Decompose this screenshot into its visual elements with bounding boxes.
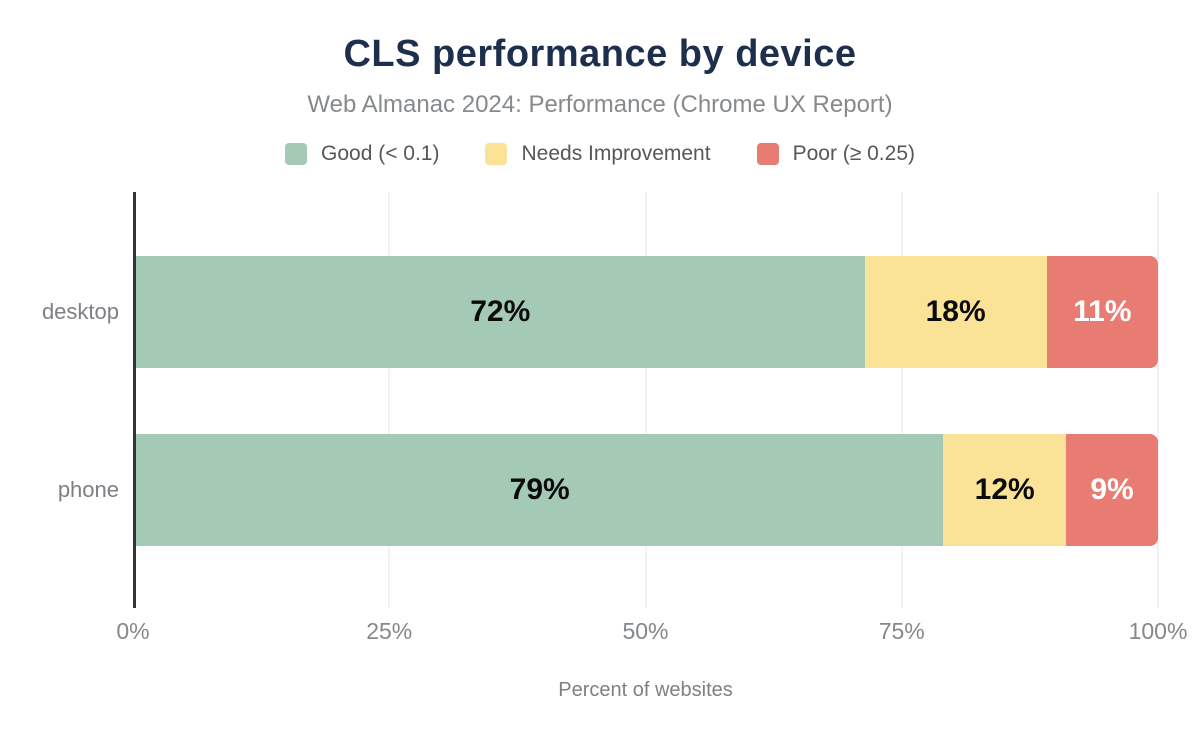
bar-row-desktop: 72% 18% 11% [136, 256, 1158, 368]
bar-value-label: 18% [925, 295, 986, 328]
legend-item-poor-0-25: Poor (≥ 0.25) [756, 142, 915, 166]
x-axis-title: Percent of websites [558, 679, 733, 701]
legend-swatch-icon [756, 143, 779, 165]
x-tick-label-100: 100% [1128, 618, 1188, 644]
category-label-phone: phone [57, 477, 119, 502]
legend-item-good-0-1: Good (< 0.1) [285, 142, 439, 166]
gridline-100% [1157, 192, 1159, 608]
bar-row-phone: 79% 12% 9% [136, 434, 1158, 546]
gridline-25% [388, 192, 391, 608]
chart-legend: Good (< 0.1) Needs Improvement Poor (≥ 0.2… [0, 142, 1200, 166]
legend-label: Poor (≥ 0.25) [792, 142, 915, 165]
bar-segment-desktop-needs-improvement: 18% [864, 256, 1047, 368]
legend-item-needs-improvement: Needs Improvement [485, 142, 711, 166]
x-tick-label-50: 50% [622, 618, 669, 644]
category-label-desktop: desktop [41, 299, 119, 324]
chart-subtitle: Web Almanac 2024: Performance (Chrome UX… [307, 91, 893, 118]
bar-segment-desktop-poor-0-25: 11% [1046, 256, 1158, 368]
legend-label: Good (< 0.1) [321, 142, 440, 165]
legend-label: Needs Improvement [521, 142, 711, 165]
bar-segment-desktop-good-0-1: 72% [136, 256, 865, 368]
gridline-50% [644, 192, 647, 608]
y-axis-line [133, 192, 136, 608]
bar-value-label: 12% [974, 473, 1035, 506]
gridline-75% [900, 192, 903, 608]
plot-area: 72% 18% 11% 79% 12% 9% [133, 192, 1159, 608]
x-tick-label-0: 0% [116, 618, 150, 644]
x-tick-label-75: 75% [878, 618, 925, 644]
bar-value-label: 11% [1073, 295, 1132, 328]
chart-title: CLS performance by device [343, 33, 857, 75]
bar-value-label: 79% [509, 473, 570, 506]
bar-segment-phone-good-0-1: 79% [136, 434, 944, 546]
legend-swatch-icon [485, 143, 508, 165]
bar-value-label: 72% [470, 295, 531, 328]
bar-segment-phone-needs-improvement: 12% [943, 434, 1067, 546]
bar-segment-phone-poor-0-25: 9% [1066, 434, 1158, 546]
x-tick-label-25: 25% [366, 618, 413, 644]
bar-value-label: 9% [1090, 473, 1134, 506]
legend-swatch-icon [285, 143, 307, 165]
